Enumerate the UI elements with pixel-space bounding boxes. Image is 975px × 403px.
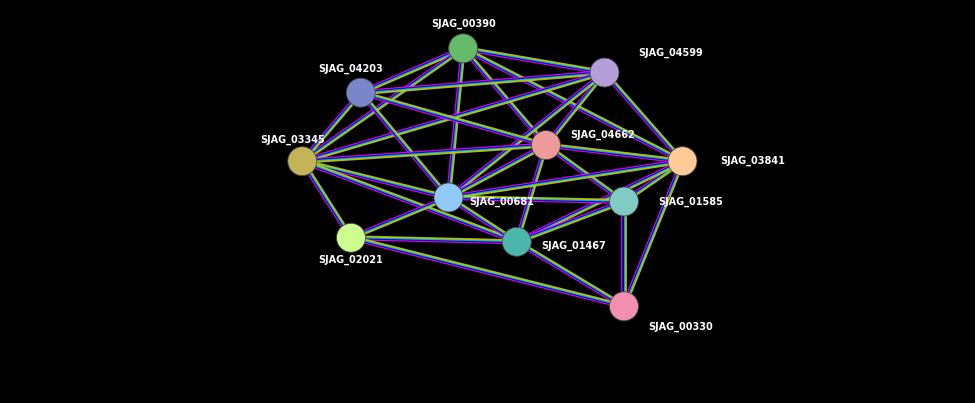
Text: SJAG_01585: SJAG_01585 xyxy=(658,196,722,207)
Ellipse shape xyxy=(346,78,375,107)
Ellipse shape xyxy=(609,292,639,321)
Text: SJAG_03841: SJAG_03841 xyxy=(721,156,785,166)
Ellipse shape xyxy=(288,147,317,176)
Text: SJAG_00390: SJAG_00390 xyxy=(431,18,495,29)
Ellipse shape xyxy=(336,223,366,252)
Text: SJAG_04599: SJAG_04599 xyxy=(639,48,703,58)
Ellipse shape xyxy=(434,183,463,212)
Ellipse shape xyxy=(590,58,619,87)
Ellipse shape xyxy=(448,34,478,63)
Ellipse shape xyxy=(531,131,561,160)
Text: SJAG_00681: SJAG_00681 xyxy=(470,196,534,207)
Ellipse shape xyxy=(502,227,531,256)
Text: SJAG_00330: SJAG_00330 xyxy=(648,322,713,332)
Text: SJAG_04203: SJAG_04203 xyxy=(319,64,383,75)
Ellipse shape xyxy=(668,147,697,176)
Text: SJAG_04662: SJAG_04662 xyxy=(570,129,635,140)
Ellipse shape xyxy=(609,187,639,216)
Text: SJAG_02021: SJAG_02021 xyxy=(319,255,383,266)
Text: SJAG_03345: SJAG_03345 xyxy=(260,135,325,145)
Text: SJAG_01467: SJAG_01467 xyxy=(541,241,605,251)
